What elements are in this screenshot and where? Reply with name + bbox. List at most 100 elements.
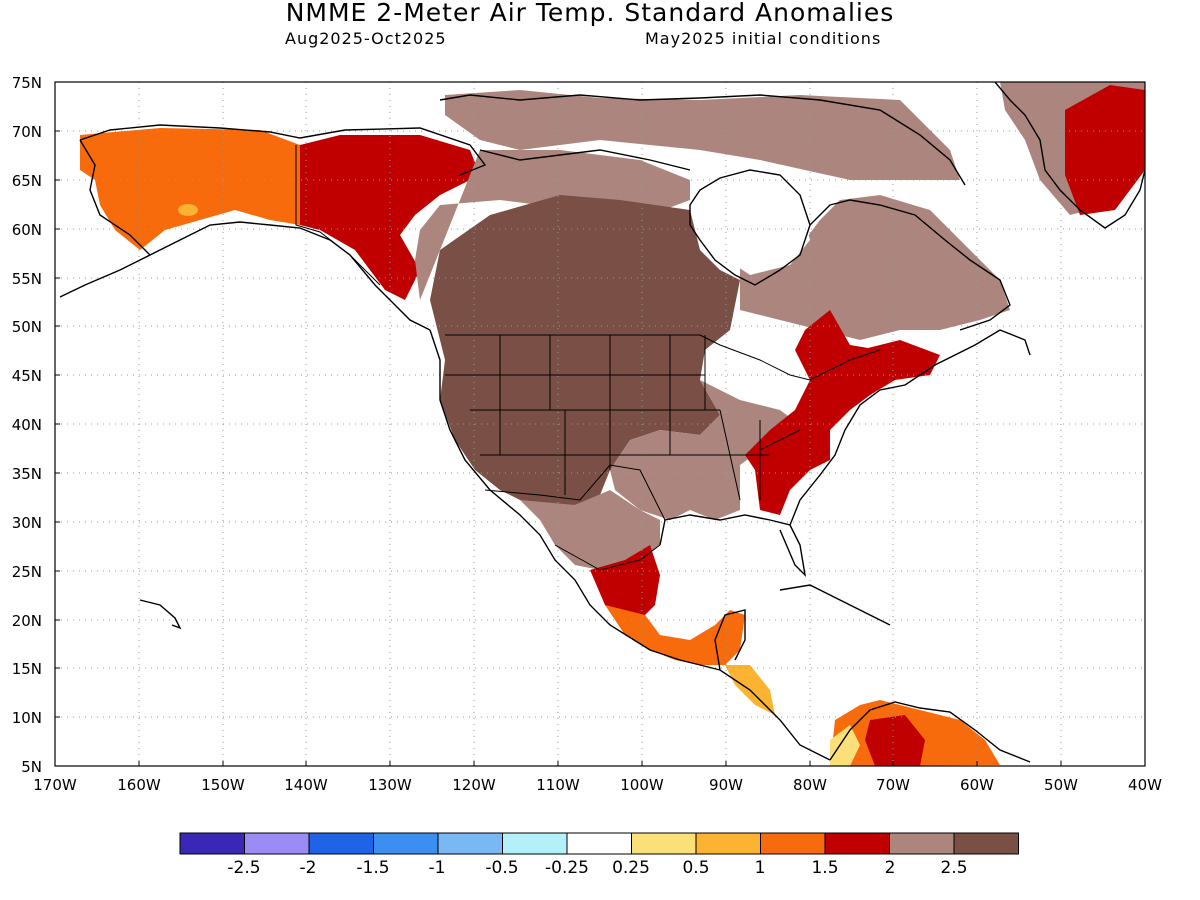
us-canada-border bbox=[445, 334, 881, 381]
south-america-coast bbox=[829, 701, 1031, 763]
lon-label: 50W bbox=[1044, 776, 1078, 794]
legend-swatch bbox=[373, 832, 439, 855]
legend-swatch bbox=[437, 832, 503, 855]
legend-swatch bbox=[824, 832, 890, 855]
central-america-orange bbox=[605, 605, 745, 665]
lon-label: 80W bbox=[793, 776, 827, 794]
lat-label: 50N bbox=[12, 318, 42, 336]
yukon-anomaly-region bbox=[300, 135, 480, 300]
coastlines bbox=[59, 82, 1145, 763]
interior-dark-region bbox=[430, 195, 740, 510]
graticule bbox=[55, 82, 1145, 766]
lon-label: 110W bbox=[536, 776, 580, 794]
east-coast-red-region bbox=[745, 310, 890, 515]
lat-label: 65N bbox=[12, 172, 42, 190]
lat-label: 5N bbox=[21, 758, 42, 776]
new-england-red bbox=[860, 340, 940, 395]
lon-label: 70W bbox=[876, 776, 910, 794]
east-us-light-region bbox=[610, 380, 800, 520]
canada-light-region bbox=[415, 150, 690, 300]
arctic-islands-region bbox=[445, 90, 960, 180]
lat-label: 40N bbox=[12, 416, 42, 434]
lon-label: 170W bbox=[33, 776, 77, 794]
legend-label: 1 bbox=[755, 858, 766, 878]
lon-label: 120W bbox=[452, 776, 496, 794]
us-state-lines bbox=[445, 335, 801, 501]
quebec-region bbox=[740, 195, 1010, 340]
hudson-bay-gap bbox=[690, 170, 810, 275]
legend-swatch bbox=[953, 832, 1019, 855]
legend-label: -0.5 bbox=[485, 858, 518, 878]
legend-swatch bbox=[566, 832, 632, 855]
legend-label: 2 bbox=[885, 858, 896, 878]
alaska-warm-spot bbox=[178, 204, 198, 216]
lon-label: 90W bbox=[709, 776, 743, 794]
lon-label: 150W bbox=[201, 776, 245, 794]
legend-label: -0.25 bbox=[545, 858, 589, 878]
lon-label: 40W bbox=[1128, 776, 1162, 794]
mexico-red-region bbox=[590, 545, 660, 620]
tick-marks bbox=[55, 81, 1062, 766]
hudson-bay-coast bbox=[689, 169, 811, 286]
period-subtitle: Aug2025-Oct2025 bbox=[285, 29, 447, 48]
greenland-coast bbox=[994, 82, 1145, 229]
lat-label: 35N bbox=[12, 465, 42, 483]
legend-label: 1.5 bbox=[811, 858, 838, 878]
legend-label: -2 bbox=[300, 858, 317, 878]
lat-label: 10N bbox=[12, 709, 42, 727]
legend-label: -1 bbox=[429, 858, 446, 878]
lat-label: 30N bbox=[12, 514, 42, 532]
political-borders bbox=[295, 145, 881, 571]
mexico-light-region bbox=[520, 490, 660, 570]
lat-label: 70N bbox=[12, 123, 42, 141]
lat-label: 15N bbox=[12, 660, 42, 678]
alaska-anomaly-region bbox=[80, 128, 300, 250]
legend-label: -2.5 bbox=[227, 858, 260, 878]
south-america-red bbox=[865, 715, 925, 766]
legend-colorbar bbox=[179, 832, 1019, 855]
lat-label: 60N bbox=[12, 221, 42, 239]
legend-swatch bbox=[308, 832, 374, 855]
legend-swatch bbox=[760, 832, 826, 855]
arctic-islands-coast bbox=[439, 94, 966, 186]
great-lakes-gap bbox=[730, 355, 805, 400]
legend-swatch bbox=[179, 832, 245, 855]
longitude-labels: 170W 160W 150W 140W 130W 120W 110W 100W … bbox=[33, 776, 1162, 794]
anomaly-field bbox=[80, 82, 1145, 766]
legend-swatch bbox=[889, 832, 955, 855]
alaska-coast bbox=[59, 124, 487, 331]
legend-labels: -2.5 -2 -1.5 -1 -0.5 -0.25 0.25 0.5 1 1.… bbox=[227, 858, 967, 878]
yucatan-coast bbox=[714, 609, 746, 671]
lon-label: 100W bbox=[620, 776, 664, 794]
lon-label: 160W bbox=[117, 776, 161, 794]
lat-label: 45N bbox=[12, 367, 42, 385]
lat-label: 25N bbox=[12, 563, 42, 581]
legend-label: 0.25 bbox=[612, 858, 650, 878]
east-coast bbox=[789, 329, 1031, 526]
us-mexico-border bbox=[484, 464, 666, 521]
mexico-state-lines bbox=[554, 544, 661, 571]
cuba-coast bbox=[779, 584, 891, 626]
lon-label: 130W bbox=[368, 776, 412, 794]
legend-swatch bbox=[695, 832, 761, 855]
map-title: NMME 2-Meter Air Temp. Standard Anomalie… bbox=[285, 0, 895, 27]
lat-label: 55N bbox=[12, 270, 42, 288]
legend-swatch bbox=[244, 832, 310, 855]
greenland-red bbox=[1065, 85, 1145, 215]
legend-swatch bbox=[631, 832, 697, 855]
alaska-canada-border bbox=[295, 145, 381, 286]
initial-conditions-subtitle: May2025 initial conditions bbox=[645, 29, 882, 48]
legend-swatch bbox=[502, 832, 568, 855]
legend-label: 2.5 bbox=[940, 858, 967, 878]
lat-label: 75N bbox=[12, 74, 42, 92]
west-coast bbox=[429, 329, 831, 761]
legend-label: -1.5 bbox=[356, 858, 389, 878]
labrador-coast bbox=[809, 199, 1011, 331]
south-america-yellow bbox=[830, 725, 860, 766]
legend-label: 0.5 bbox=[682, 858, 709, 878]
latitude-labels: 75N 70N 65N 60N 55N 50N 45N 40N 35N 30N … bbox=[12, 74, 42, 776]
gulf-coast bbox=[659, 514, 807, 578]
hawaii-coast bbox=[139, 599, 182, 630]
lon-label: 60W bbox=[960, 776, 994, 794]
